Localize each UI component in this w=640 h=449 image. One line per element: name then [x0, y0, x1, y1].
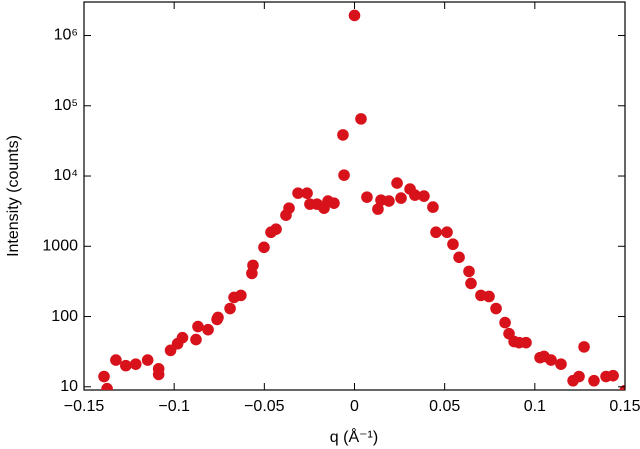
points — [98, 9, 625, 390]
data-point — [283, 202, 295, 214]
data-point — [372, 203, 384, 215]
data-point — [520, 336, 532, 349]
data-point — [395, 192, 407, 204]
data-point — [418, 190, 430, 202]
x-tick-label: 0.05 — [429, 398, 460, 415]
data-point — [120, 359, 132, 372]
data-point — [338, 169, 350, 181]
data-point — [391, 177, 403, 189]
x-axis-label: q (Å⁻¹) — [330, 427, 378, 446]
data-point — [427, 201, 439, 213]
x-tick-label: 0.15 — [609, 398, 640, 415]
data-point — [588, 374, 600, 387]
y-tick-label: 10⁵ — [54, 97, 78, 114]
data-point — [292, 187, 304, 199]
data-point — [235, 289, 247, 302]
data-point — [98, 370, 110, 383]
data-point — [499, 316, 511, 329]
data-point — [465, 277, 477, 290]
data-point — [110, 354, 122, 366]
data-point — [545, 354, 557, 366]
y-tick-label: 10⁴ — [53, 167, 78, 184]
data-point — [328, 197, 340, 209]
data-point — [301, 187, 313, 199]
data-point — [578, 341, 590, 353]
data-point — [348, 9, 361, 22]
data-point — [212, 311, 224, 324]
data-point — [129, 358, 142, 370]
data-point — [361, 191, 373, 203]
data-point — [607, 369, 619, 382]
data-point — [224, 302, 236, 315]
y-tick-label: 10 — [60, 378, 78, 395]
data-point — [258, 241, 270, 254]
data-point — [176, 331, 189, 344]
y-tick-label: 1000 — [42, 237, 78, 254]
data-point — [141, 354, 154, 366]
data-point — [430, 226, 442, 239]
data-point — [555, 358, 567, 370]
data-point — [463, 265, 475, 278]
data-point — [573, 370, 585, 383]
data-point — [337, 129, 349, 141]
data-point — [355, 113, 367, 125]
y-tick-label: 100 — [51, 308, 78, 325]
data-point — [619, 384, 625, 390]
data-point — [247, 259, 259, 272]
data-point — [453, 251, 465, 264]
x-tick-label: −0.15 — [64, 398, 105, 415]
data-point — [152, 368, 165, 381]
data-point — [483, 290, 495, 303]
data-point — [441, 226, 453, 239]
data-point — [383, 195, 395, 207]
x-tick-label: 0 — [350, 398, 359, 415]
data-point — [447, 238, 459, 251]
y-tick-label: 10⁶ — [54, 27, 78, 44]
data-point — [490, 302, 502, 315]
plot-frame — [83, 1, 626, 391]
data-point — [101, 382, 113, 390]
data-point — [192, 320, 204, 333]
x-tick-label: −0.05 — [244, 398, 285, 415]
data-point — [202, 323, 214, 336]
data-point — [270, 223, 282, 236]
y-axis-label: Intensity (counts) — [5, 135, 22, 257]
data-point — [190, 333, 202, 346]
x-tick-label: −0.1 — [158, 398, 190, 415]
data-point — [409, 189, 421, 201]
x-tick-label: 0.1 — [524, 398, 546, 415]
